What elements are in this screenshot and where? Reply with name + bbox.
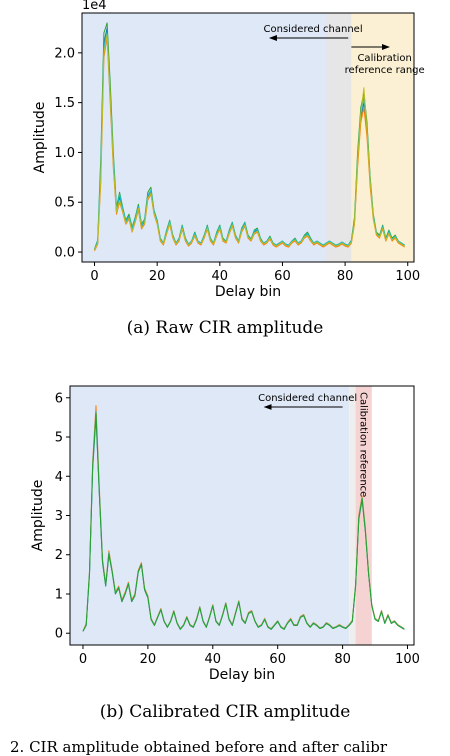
figure-caption: 2. CIR amplitude obtained before and aft… xyxy=(10,738,388,756)
annotation-label: Calibration xyxy=(357,53,411,64)
y-tick-label: 6 xyxy=(55,391,63,406)
series-line-3 xyxy=(82,413,405,632)
plot-frame xyxy=(81,12,415,263)
shaded-region-2 xyxy=(351,13,414,262)
y-offset-text: 1e4 xyxy=(82,0,107,13)
y-tick-label: 4 xyxy=(55,470,63,485)
x-tick-label: 40 xyxy=(212,269,229,284)
shaded-region-1 xyxy=(326,13,352,262)
shaded-region-1 xyxy=(349,386,356,645)
x-tick-label: 80 xyxy=(334,652,351,667)
shaded-region-0 xyxy=(82,13,352,262)
chart-calibrated-cir: 0 20 40 60 80 100 0 1 2 3 4 5 6 Delay bin Amplitude Con… xyxy=(30,385,420,683)
x-tick-label: 100 xyxy=(395,652,420,667)
x-tick-label: 20 xyxy=(140,652,157,667)
x-tick-label: 100 xyxy=(395,269,420,284)
y-axis-label: Amplitude xyxy=(30,480,46,552)
x-tick-label: 80 xyxy=(337,269,354,284)
y-tick-label: 1 xyxy=(55,587,63,602)
series-line-4 xyxy=(94,34,405,251)
chart-raw-cir: 0 20 40 60 80 100 0.0 0.5 1.0 1.5 2.0 Delay bin Ampl… xyxy=(32,0,425,300)
x-axis-label: Delay bin xyxy=(215,284,281,300)
x-tick-label: 20 xyxy=(149,269,166,284)
y-tick-label: 3 xyxy=(55,509,63,524)
annotation-label: Considered channel xyxy=(264,24,363,35)
x-tick-label: 60 xyxy=(269,652,286,667)
x-tick-label: 0 xyxy=(90,269,98,284)
annotation-label: reference range xyxy=(345,65,425,76)
shaded-region-0 xyxy=(70,386,350,645)
x-axis-label: Delay bin xyxy=(209,667,275,683)
y-tick-label: 2 xyxy=(55,548,63,563)
annotation-label: Considered channel xyxy=(258,393,357,404)
y-tick-label: 1.5 xyxy=(54,96,75,111)
caption-calibrated-cir: (b) Calibrated CIR amplitude xyxy=(99,702,351,722)
y-tick-label: 5 xyxy=(55,431,63,446)
y-tick-label: 1.0 xyxy=(54,146,75,161)
y-axis-label: Amplitude xyxy=(32,102,48,174)
y-tick-label: 0.5 xyxy=(54,196,75,211)
annotation-label: Calibration reference xyxy=(358,392,369,497)
x-tick-label: 0 xyxy=(79,652,87,667)
y-tick-label: 0 xyxy=(55,627,63,642)
x-tick-label: 60 xyxy=(274,269,291,284)
y-tick-label: 2.0 xyxy=(54,46,75,61)
caption-raw-cir: (a) Raw CIR amplitude xyxy=(126,318,324,338)
y-tick-label: 0.0 xyxy=(54,246,75,261)
x-tick-label: 40 xyxy=(205,652,222,667)
